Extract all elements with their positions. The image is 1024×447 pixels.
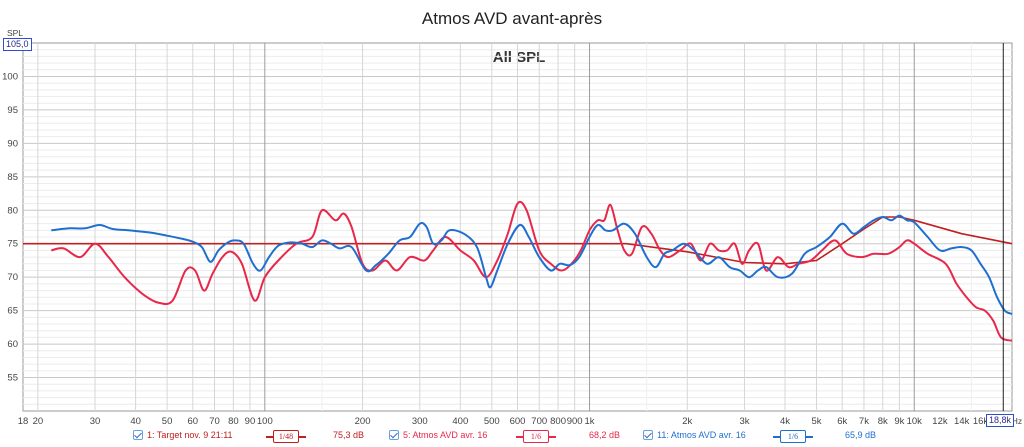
x-tick-label: 200 bbox=[355, 416, 371, 427]
x-tick-label: 7k bbox=[859, 416, 869, 427]
x-tick-label: 1k bbox=[585, 416, 595, 427]
legend-level-3: 65,9 dB bbox=[845, 430, 877, 440]
x-tick-label: 60 bbox=[187, 416, 198, 427]
legend-checkbox-3[interactable] bbox=[643, 430, 653, 440]
y-tick-labels: 55 60 65 70 75 80 85 90 95 100 bbox=[2, 71, 18, 383]
y-tick-label: 85 bbox=[7, 172, 18, 183]
x-tick-label: 6k bbox=[837, 416, 847, 427]
series-line-3 bbox=[51, 214, 1013, 315]
x-tick-label: 30 bbox=[90, 416, 101, 427]
legend-smoothing-1: 1/48 bbox=[273, 430, 299, 443]
y-tick-label: 95 bbox=[7, 105, 18, 116]
x-tick-label: 500 bbox=[484, 416, 500, 427]
x-tick-label: 10k bbox=[907, 416, 923, 427]
chart-title: Atmos AVD avant-après bbox=[422, 9, 602, 28]
x-tick-label: 400 bbox=[452, 416, 468, 427]
y-tick-label: 75 bbox=[7, 239, 18, 250]
series-lines bbox=[23, 43, 1013, 411]
grid bbox=[22, 42, 1013, 412]
legend-smoothing-3: 1/6 bbox=[780, 430, 806, 443]
y-tick-label: 100 bbox=[2, 71, 18, 82]
y-tick-label: 90 bbox=[7, 138, 18, 149]
x-tick-label: 2k bbox=[682, 416, 692, 427]
x-tick-label: 4k bbox=[780, 416, 790, 427]
series-line-2 bbox=[51, 200, 1013, 342]
legend-label-2: 5: Atmos AVD avr. 16 bbox=[403, 430, 488, 440]
y-tick-label: 60 bbox=[7, 339, 18, 350]
y-tick-label: 65 bbox=[7, 306, 18, 317]
legend-sample-1[interactable]: 1/48 bbox=[266, 430, 306, 443]
y-top-readout[interactable]: 105,0 bbox=[3, 38, 32, 51]
legend-sample-2[interactable]: 1/6 bbox=[516, 430, 556, 443]
x-tick-label: 80 bbox=[228, 416, 239, 427]
x-tick-label: 70 bbox=[209, 416, 220, 427]
x-tick-label: 16k bbox=[973, 416, 989, 427]
legend: 1: Target nov. 9 21:11 1/48 75,3 dB 5: A… bbox=[0, 428, 1024, 447]
legend-smoothing-2: 1/6 bbox=[523, 430, 549, 443]
x-tick-label: 8k bbox=[878, 416, 888, 427]
legend-sample-3[interactable]: 1/6 bbox=[773, 430, 813, 443]
x-tick-label: 5k bbox=[811, 416, 821, 427]
y-tick-label: 55 bbox=[7, 373, 18, 384]
series-line-1 bbox=[23, 216, 1013, 265]
x-tick-label: 14k bbox=[954, 416, 970, 427]
x-tick-label: 700 bbox=[531, 416, 547, 427]
x-tick-label: 90 bbox=[245, 416, 256, 427]
x-tick-label: 800 bbox=[550, 416, 566, 427]
legend-label-1: 1: Target nov. 9 21:11 bbox=[147, 430, 233, 440]
x-tick-labels: 18 20 30 40 50 60 70 80 90 100 200 300 400 500 600 700 8… bbox=[18, 416, 989, 427]
legend-level-2: 68,2 dB bbox=[589, 430, 621, 440]
y-tick-label: 70 bbox=[7, 272, 18, 283]
legend-checkbox-1[interactable] bbox=[133, 430, 143, 440]
x-tick-label: 18 bbox=[18, 416, 29, 427]
x-tick-label: 12k bbox=[932, 416, 948, 427]
chart-subtitle: All SPL bbox=[493, 49, 546, 66]
x-tick-label: 3k bbox=[739, 416, 749, 427]
legend-checkbox-2[interactable] bbox=[389, 430, 399, 440]
spl-chart: Atmos AVD avant-après All SPL SPL 55 60 65… bbox=[2, 9, 1022, 427]
x-tick-label: 900 bbox=[567, 416, 583, 427]
y-tick-label: 80 bbox=[7, 205, 18, 216]
x-tick-label: 300 bbox=[412, 416, 428, 427]
x-tick-label: 40 bbox=[130, 416, 141, 427]
x-cursor-readout[interactable]: 18,8k bbox=[986, 414, 1015, 427]
x-tick-label: 20 bbox=[33, 416, 44, 427]
x-tick-label: 100 bbox=[257, 416, 273, 427]
x-tick-label: 9k bbox=[894, 416, 904, 427]
legend-label-3: 11: Atmos AVD avr. 16 bbox=[657, 430, 746, 440]
x-tick-label: 50 bbox=[162, 416, 173, 427]
y-axis-label: SPL bbox=[7, 28, 23, 38]
legend-level-1: 75,3 dB bbox=[333, 430, 365, 440]
x-tick-label: 600 bbox=[510, 416, 526, 427]
x-axis-unit: Hz bbox=[1012, 416, 1022, 426]
